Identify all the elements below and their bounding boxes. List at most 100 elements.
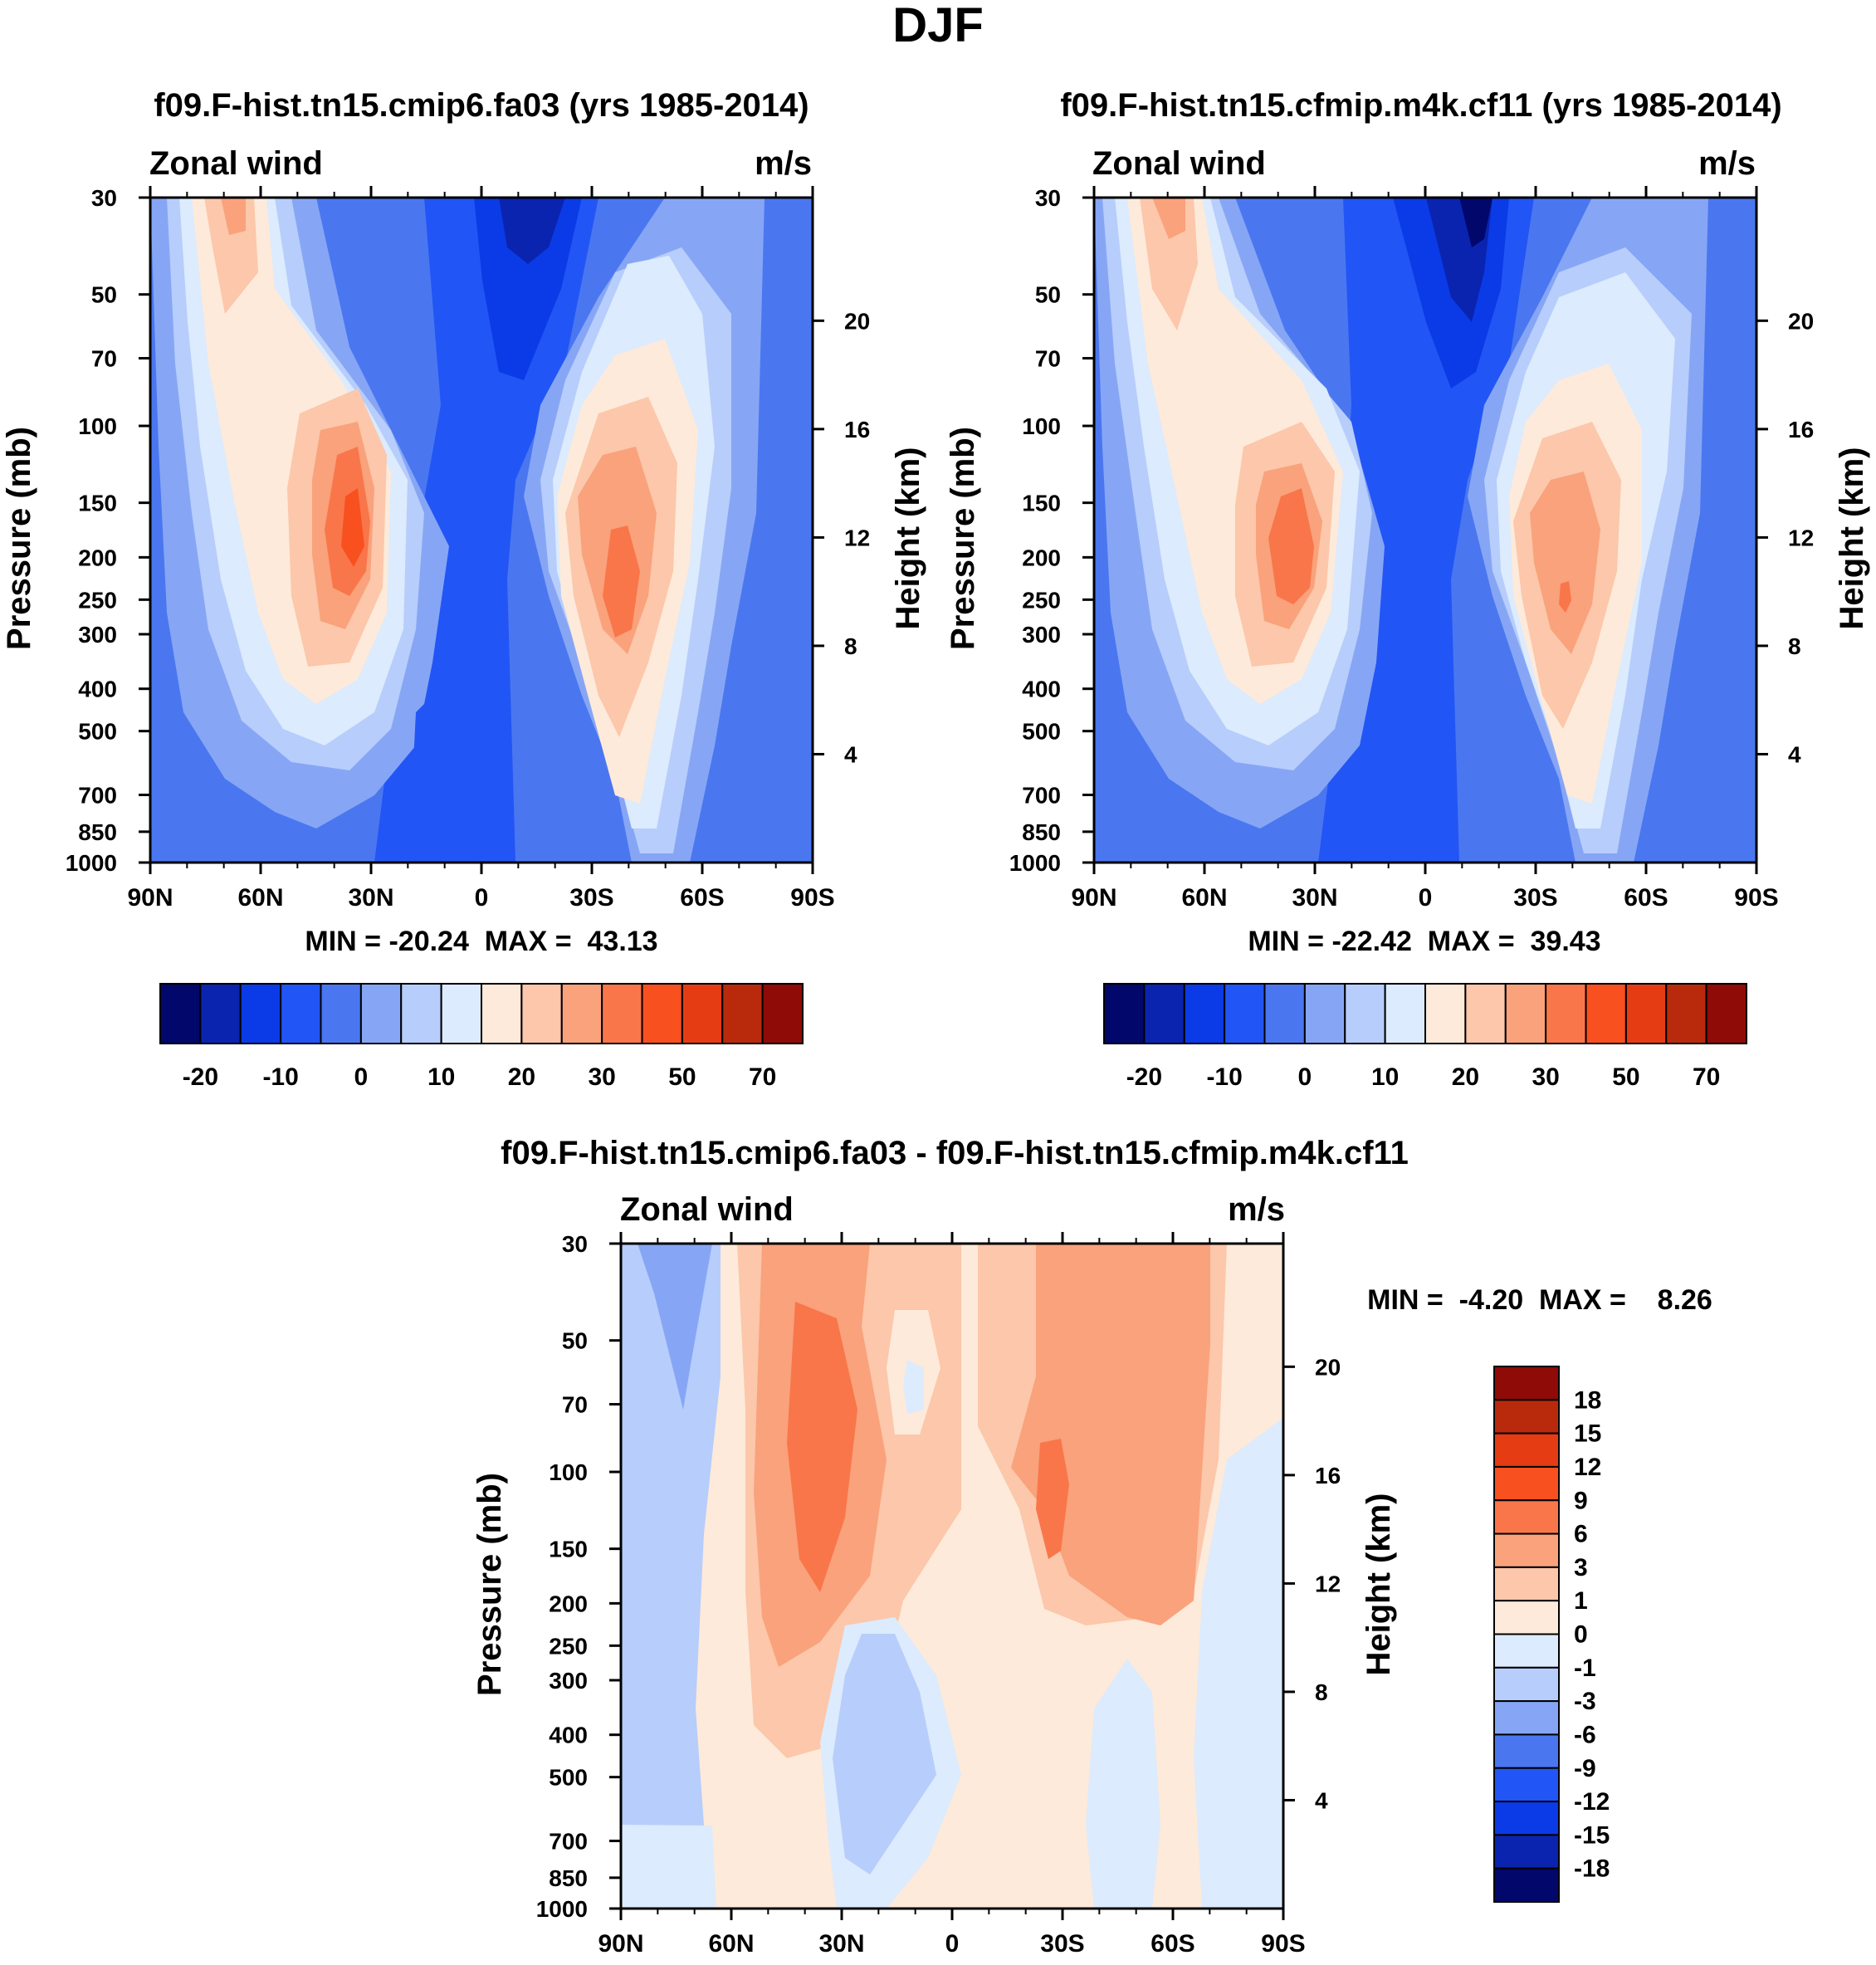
y-tick-label: 70 <box>91 346 117 372</box>
y2-tick-label: 20 <box>1788 308 1814 334</box>
colorbar-swatch <box>1493 1733 1560 1769</box>
colorbar-label: -6 <box>1574 1721 1596 1748</box>
y2-tick-label: 8 <box>844 633 857 659</box>
panel-3-nh-negative-b7-core <box>638 1244 712 1410</box>
y2-axis-title: Height (km) <box>1361 1493 1397 1676</box>
colorbar-swatch <box>1493 1366 1560 1401</box>
colorbar-label: 0 <box>354 1063 369 1091</box>
y-tick-label: 850 <box>549 1865 588 1891</box>
x-tick-label: 90S <box>1261 1930 1305 1958</box>
figure-title: DJF <box>892 0 984 52</box>
panel-2-sh-contour-f3 <box>1530 472 1600 654</box>
colorbar-swatch <box>1493 1432 1560 1468</box>
x-tick-label: 60N <box>237 884 283 912</box>
colorbar-label: -20 <box>183 1063 218 1091</box>
y-tick-label: 70 <box>562 1392 588 1418</box>
y2-tick-label: 20 <box>1315 1354 1341 1380</box>
colorbar-swatch <box>1585 983 1627 1044</box>
colorbar-label: 10 <box>1371 1063 1399 1091</box>
x-tick-label: 90S <box>790 884 834 912</box>
colorbar-swatch <box>1143 983 1185 1044</box>
colorbar-swatch <box>1493 1633 1560 1669</box>
colorbar-swatch <box>1493 1399 1560 1435</box>
y-axis-title: Pressure (mb) <box>1 427 37 650</box>
panel-1-units: m/s <box>755 145 812 182</box>
y-tick-label: 400 <box>549 1723 588 1748</box>
colorbar-swatch <box>1504 983 1547 1044</box>
x-tick-label: 90S <box>1734 884 1778 912</box>
y-tick-label: 50 <box>91 282 117 308</box>
panel-2-variable: Zonal wind <box>1092 145 1266 182</box>
y-tick-label: 200 <box>1022 545 1061 570</box>
y2-axis-title: Height (km) <box>890 447 926 630</box>
panel-2-sh-jet-core <box>1559 581 1571 613</box>
panel-3-nh-max-core <box>787 1302 857 1592</box>
colorbar-swatch <box>1665 983 1707 1044</box>
colorbar-swatch <box>1384 983 1426 1044</box>
panel-3-sh-max-core <box>1036 1439 1069 1559</box>
panel-1-surface-easterly-patch <box>412 696 449 845</box>
y2-tick-label: 12 <box>1788 525 1814 550</box>
colorbar-swatch <box>1493 1834 1560 1870</box>
y-tick-label: 850 <box>1022 819 1061 845</box>
colorbar-label: 18 <box>1574 1386 1601 1414</box>
x-tick-label: 60S <box>680 884 724 912</box>
y2-tick-label: 16 <box>844 417 870 442</box>
colorbar-label: -18 <box>1574 1855 1610 1883</box>
y2-tick-label: 20 <box>844 308 870 334</box>
panel-3: f09.F-hist.tn15.cmip6.fa03 - f09.F-hist.… <box>501 1135 1409 1909</box>
colorbar-label: 70 <box>1693 1063 1720 1091</box>
y-tick-label: 250 <box>549 1633 588 1659</box>
colorbar-label: 15 <box>1574 1420 1601 1448</box>
colorbar-swatch <box>560 983 603 1044</box>
y2-tick-label: 8 <box>1315 1679 1328 1705</box>
colorbar-swatch <box>481 983 523 1044</box>
colorbar-swatch <box>721 983 764 1044</box>
colorbar-swatch <box>1493 1566 1560 1602</box>
x-tick-label: 30S <box>1040 1930 1084 1958</box>
y-tick-label: 150 <box>78 491 117 516</box>
y-tick-label: 300 <box>549 1668 588 1694</box>
colorbar-swatch <box>199 983 242 1044</box>
colorbar-swatch <box>1493 1801 1560 1836</box>
colorbar-swatch <box>1493 1700 1560 1736</box>
colorbar-swatch <box>1705 983 1747 1044</box>
colorbar-swatch <box>1493 1867 1560 1903</box>
colorbar-label: 30 <box>1532 1063 1559 1091</box>
colorbar-swatch <box>1493 1767 1560 1803</box>
colorbar-layer: -20 -10 0 10 20 30 50 70 -20 -10 0 10 20 30 50 70181512… <box>159 983 1747 1903</box>
panel-2-stats: MIN = -22.42 MAX = 39.43 <box>1248 926 1600 957</box>
colorbar-swatch <box>1344 983 1386 1044</box>
colorbar-label: 10 <box>427 1063 455 1091</box>
colorbar-label: -3 <box>1574 1688 1596 1715</box>
colorbar-swatch <box>1464 983 1507 1044</box>
y-axis-title: Pressure (mb) <box>945 427 981 650</box>
y2-tick-label: 16 <box>1788 417 1814 442</box>
panel-1-nh-jet-core-inner <box>341 488 364 567</box>
colorbar-swatch <box>1263 983 1306 1044</box>
y-tick-label: 50 <box>562 1328 588 1354</box>
panel-3-sh-negative-tongue <box>1086 1659 1160 1909</box>
panel-1-plot-area <box>150 198 813 863</box>
colorbar-panel-1: -20 -10 0 10 20 30 50 70 <box>159 983 804 1091</box>
panel-3-stratospheric-pocket-d1 <box>903 1360 924 1414</box>
y-tick-label: 700 <box>549 1829 588 1855</box>
x-tick-label: 30N <box>348 884 393 912</box>
colorbar-label: -9 <box>1574 1755 1596 1782</box>
y-tick-label: 100 <box>549 1459 588 1485</box>
colorbar-swatch <box>1493 1532 1560 1568</box>
panel-1: f09.F-hist.tn15.cmip6.fa03 (yrs 1985-201… <box>149 87 813 863</box>
y-tick-label: 50 <box>1035 282 1061 308</box>
colorbar-label: 70 <box>749 1063 776 1091</box>
x-tick-label: 30N <box>818 1930 864 1958</box>
colorbar-label: 20 <box>1452 1063 1479 1091</box>
colorbar-label: 1 <box>1574 1587 1588 1615</box>
y-tick-label: 700 <box>1022 783 1061 809</box>
panel-3-tropical-negative-b7 <box>833 1634 936 1875</box>
panel-1-easterly-band <box>374 198 598 863</box>
y-tick-label: 200 <box>78 545 117 570</box>
panel-3-units: m/s <box>1228 1191 1285 1228</box>
y2-tick-label: 12 <box>844 525 870 550</box>
colorbar-swatch <box>1493 1499 1560 1535</box>
colorbar-label: -10 <box>1206 1063 1242 1091</box>
